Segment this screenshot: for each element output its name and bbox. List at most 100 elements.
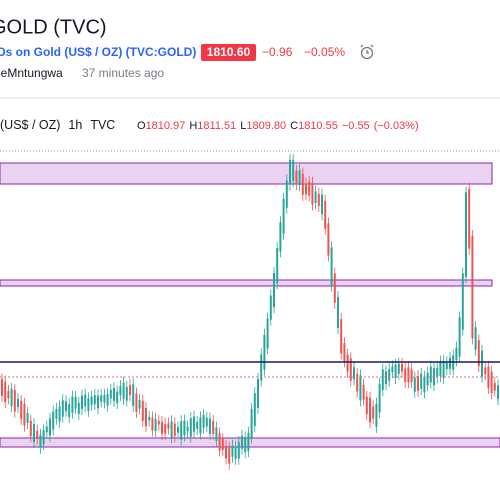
candle-body (250, 409, 253, 438)
candle-body (442, 361, 445, 378)
candle-body (81, 395, 83, 409)
ohlc-value: 1810.97 (146, 120, 186, 132)
candle-body (212, 420, 215, 434)
candle-body (266, 318, 269, 349)
candle-body (321, 194, 323, 215)
candle-body (177, 427, 179, 433)
candle-body (135, 393, 138, 413)
alarm-icon[interactable] (360, 44, 374, 60)
candle-body (484, 367, 487, 375)
candle-body (423, 376, 426, 393)
candle-body (356, 374, 359, 392)
candle-body (193, 416, 195, 432)
change: −0.96 (262, 45, 293, 59)
candle-body (285, 180, 288, 208)
candle-body (109, 389, 112, 399)
ohlc-label: C (290, 120, 298, 132)
candle-body (186, 426, 189, 432)
ohlc-change-percent: (−0.03%) (374, 120, 419, 132)
candle-body (202, 414, 205, 428)
candle-body (324, 200, 327, 229)
candle-body (401, 363, 403, 372)
candle-body (90, 396, 93, 405)
candle-body (404, 368, 407, 383)
candle-body (413, 377, 416, 392)
candle-body (263, 334, 266, 370)
candle-body (42, 430, 45, 445)
ohlc-label: O (137, 120, 146, 132)
candle-body (20, 400, 23, 419)
candle-body (253, 393, 256, 427)
candle-body (154, 418, 157, 431)
candle-body (61, 400, 64, 417)
candle-body (397, 363, 400, 374)
candle-body (327, 223, 330, 256)
candle-body (410, 369, 413, 383)
candle-body (196, 421, 199, 429)
candle-body (237, 442, 240, 459)
candle-body (1, 379, 3, 396)
candle-body (311, 182, 314, 205)
candle-body (215, 427, 218, 441)
candle-body (161, 422, 163, 434)
author-name[interactable]: leMntungwa (0, 66, 63, 80)
candle-body (23, 403, 26, 426)
candle-body (465, 192, 467, 278)
ohlc-label: H (189, 120, 197, 132)
candle-body (244, 437, 247, 453)
change-percent: −0.05% (304, 45, 345, 59)
candle-body (343, 343, 346, 362)
candle-body (106, 394, 109, 406)
candle-body (260, 354, 263, 381)
candle-body (394, 364, 397, 379)
candle-body (87, 398, 90, 411)
candle-body (458, 317, 461, 357)
candles (1, 153, 499, 470)
candle-body (157, 420, 160, 425)
candle-body (276, 248, 279, 284)
candle-body (36, 430, 39, 440)
candle-body (388, 369, 391, 381)
candle-body (13, 390, 16, 412)
candle-body (151, 417, 154, 431)
candle-body (346, 354, 349, 372)
candle-body (273, 272, 275, 308)
candle-body (26, 412, 29, 423)
candle-body (84, 394, 87, 407)
candle-body (148, 416, 151, 421)
candle-body (4, 381, 7, 403)
candle-body (164, 423, 167, 434)
candle-body (116, 391, 119, 404)
candle-body (449, 357, 451, 369)
candle-body (295, 171, 298, 185)
candle-body (289, 159, 291, 185)
candle-body (7, 390, 10, 399)
candle-body (33, 424, 35, 443)
candle-body (282, 198, 285, 234)
candle-body (445, 362, 448, 369)
legend-interval: 1h (68, 118, 82, 132)
symbol[interactable]: GOLD (TVC) (0, 16, 107, 38)
candle-body (362, 384, 365, 400)
candle-body (429, 366, 432, 383)
candle-body (39, 434, 42, 448)
description[interactable]: Ds on Gold (US$ / OZ) (TVC:GOLD) (0, 45, 196, 59)
candle-body (241, 435, 243, 449)
candle-body (337, 297, 339, 328)
zone (0, 162, 493, 185)
candle-body (205, 417, 208, 427)
candle-body (113, 388, 115, 401)
candle-body (497, 385, 499, 400)
author-time: 37 minutes ago (82, 66, 164, 80)
candle-body (97, 395, 99, 409)
candle-body (132, 384, 135, 406)
candle-body (298, 170, 301, 186)
candle-body (349, 358, 352, 381)
candle-body (490, 371, 493, 394)
candle-body (381, 369, 384, 391)
candle-body (471, 235, 474, 339)
candle-body (301, 173, 304, 195)
candle-body (468, 188, 471, 249)
candle-body (292, 159, 295, 182)
